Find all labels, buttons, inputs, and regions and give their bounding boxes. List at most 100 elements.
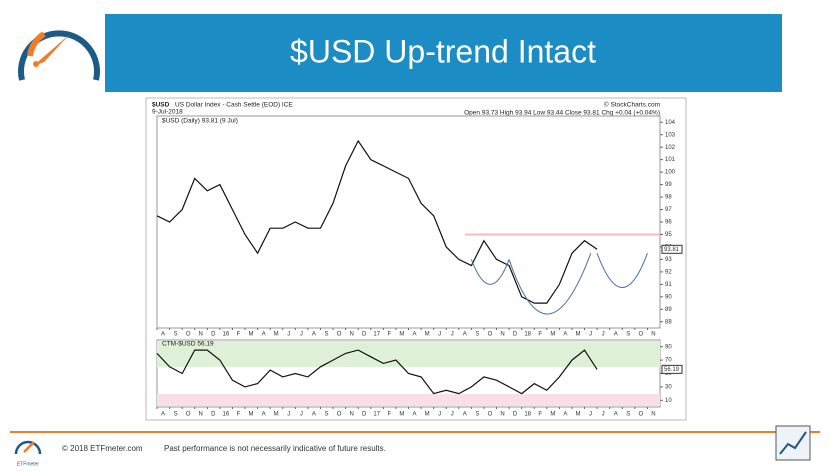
symbol: $USD	[152, 102, 170, 109]
x-tick-label: O	[639, 332, 644, 338]
x-tick-label: M	[425, 332, 430, 338]
band-pink	[157, 394, 660, 406]
y-tick-label: 100	[665, 170, 676, 176]
x-tick-label: O	[186, 332, 191, 338]
corner-icon	[775, 425, 811, 461]
last-value-box	[661, 244, 683, 254]
y-tick-label: 70	[665, 358, 672, 364]
x-tick-label: D	[211, 412, 216, 418]
x-tick-label: F	[237, 332, 241, 338]
x-tick-label: N	[199, 332, 203, 338]
x-tick-label: J	[300, 332, 303, 338]
x-tick-label: N	[500, 412, 504, 418]
x-tick-label: F	[538, 412, 542, 418]
y-tick-label: 99	[665, 182, 672, 188]
last-value-label: 93.81	[664, 247, 680, 253]
x-tick-label: F	[388, 332, 392, 338]
x-tick-label: J	[602, 332, 605, 338]
x-tick-label: S	[475, 412, 479, 418]
x-tick-label: M	[425, 412, 430, 418]
x-tick-label: M	[274, 332, 279, 338]
x-tick-label: J	[451, 332, 454, 338]
logo	[18, 30, 100, 81]
x-tick-label: M	[550, 332, 555, 338]
x-tick-label: D	[211, 332, 216, 338]
x-tick-label: J	[300, 412, 303, 418]
pattern-arc	[508, 253, 592, 315]
x-tick-label: O	[337, 412, 342, 418]
description: US Dollar Index - Cash Settle (EOD) ICE	[175, 102, 293, 109]
x-tick-label: J	[602, 412, 605, 418]
x-tick-label: M	[249, 332, 254, 338]
x-tick-label: J	[451, 412, 454, 418]
x-tick-label: S	[324, 332, 328, 338]
x-tick-label: M	[575, 332, 580, 338]
footer-logo-text: ETFmeter	[17, 461, 40, 467]
x-tick-label: F	[538, 332, 542, 338]
x-tick-label: 18	[524, 332, 531, 338]
x-tick-label: 18	[524, 412, 531, 418]
footer-logo	[14, 440, 42, 455]
x-tick-label: A	[463, 332, 467, 338]
x-tick-label: A	[161, 412, 165, 418]
last-value-box	[661, 364, 683, 374]
x-tick-label: 16	[223, 412, 230, 418]
price-legend: $USD (Daily) 93.81 (9 Jul)	[162, 118, 238, 125]
x-tick-label: J	[287, 412, 290, 418]
x-tick-label: O	[488, 412, 493, 418]
disclaimer: Past performance is not necessarily indi…	[164, 444, 386, 453]
y-tick-label: 50	[665, 371, 672, 377]
x-tick-label: M	[274, 412, 279, 418]
series-line	[156, 139, 598, 304]
x-tick-label: N	[651, 332, 655, 338]
y-tick-label: 89	[665, 307, 672, 313]
x-tick-label: A	[312, 332, 316, 338]
x-tick-label: S	[324, 412, 328, 418]
pattern-arc	[470, 259, 510, 285]
x-tick-label: D	[513, 332, 518, 338]
source: © StockCharts.com	[604, 101, 660, 109]
quote: Open 93.73 High 93.94 Low 93.44 Close 93…	[464, 110, 660, 117]
x-tick-label: O	[337, 332, 342, 338]
y-tick-label: 96	[665, 220, 672, 226]
x-tick-label: S	[174, 332, 178, 338]
x-tick-label: A	[161, 332, 165, 338]
y-tick-label: 97	[665, 207, 672, 213]
x-tick-label: A	[262, 412, 266, 418]
x-tick-label: 16	[223, 332, 230, 338]
x-tick-label: D	[362, 412, 367, 418]
y-tick-label: 95	[665, 232, 672, 238]
y-tick-label: 91	[665, 282, 672, 288]
slide-title: $USD Up-trend Intact	[290, 33, 596, 69]
x-tick-label: A	[614, 332, 618, 338]
x-tick-label: A	[262, 332, 266, 338]
x-tick-label: S	[626, 412, 630, 418]
x-tick-label: A	[563, 332, 567, 338]
x-tick-label: N	[500, 332, 504, 338]
y-tick-label: 88	[665, 319, 672, 325]
y-tick-label: 90	[665, 344, 672, 350]
x-tick-label: M	[399, 412, 404, 418]
band-green	[157, 341, 660, 367]
x-tick-label: D	[513, 412, 518, 418]
x-tick-label: N	[199, 412, 203, 418]
x-tick-label: N	[349, 412, 353, 418]
series-line	[156, 349, 598, 395]
x-tick-label: A	[614, 412, 618, 418]
x-tick-label: A	[563, 412, 567, 418]
x-tick-label: O	[186, 412, 191, 418]
y-tick-label: 30	[665, 384, 672, 390]
x-tick-label: F	[388, 412, 392, 418]
pattern-arc	[596, 253, 648, 288]
x-tick-label: O	[488, 332, 493, 338]
last-value-label: 56.19	[664, 367, 680, 373]
x-tick-label: M	[399, 332, 404, 338]
y-tick-label: 92	[665, 269, 672, 275]
x-tick-label: J	[287, 332, 290, 338]
x-tick-label: A	[463, 412, 467, 418]
date: 9-Jul-2018	[152, 109, 183, 116]
y-tick-label: 93	[665, 257, 672, 263]
corner-icon-line	[779, 431, 807, 455]
y-tick-label: 101	[665, 157, 676, 163]
